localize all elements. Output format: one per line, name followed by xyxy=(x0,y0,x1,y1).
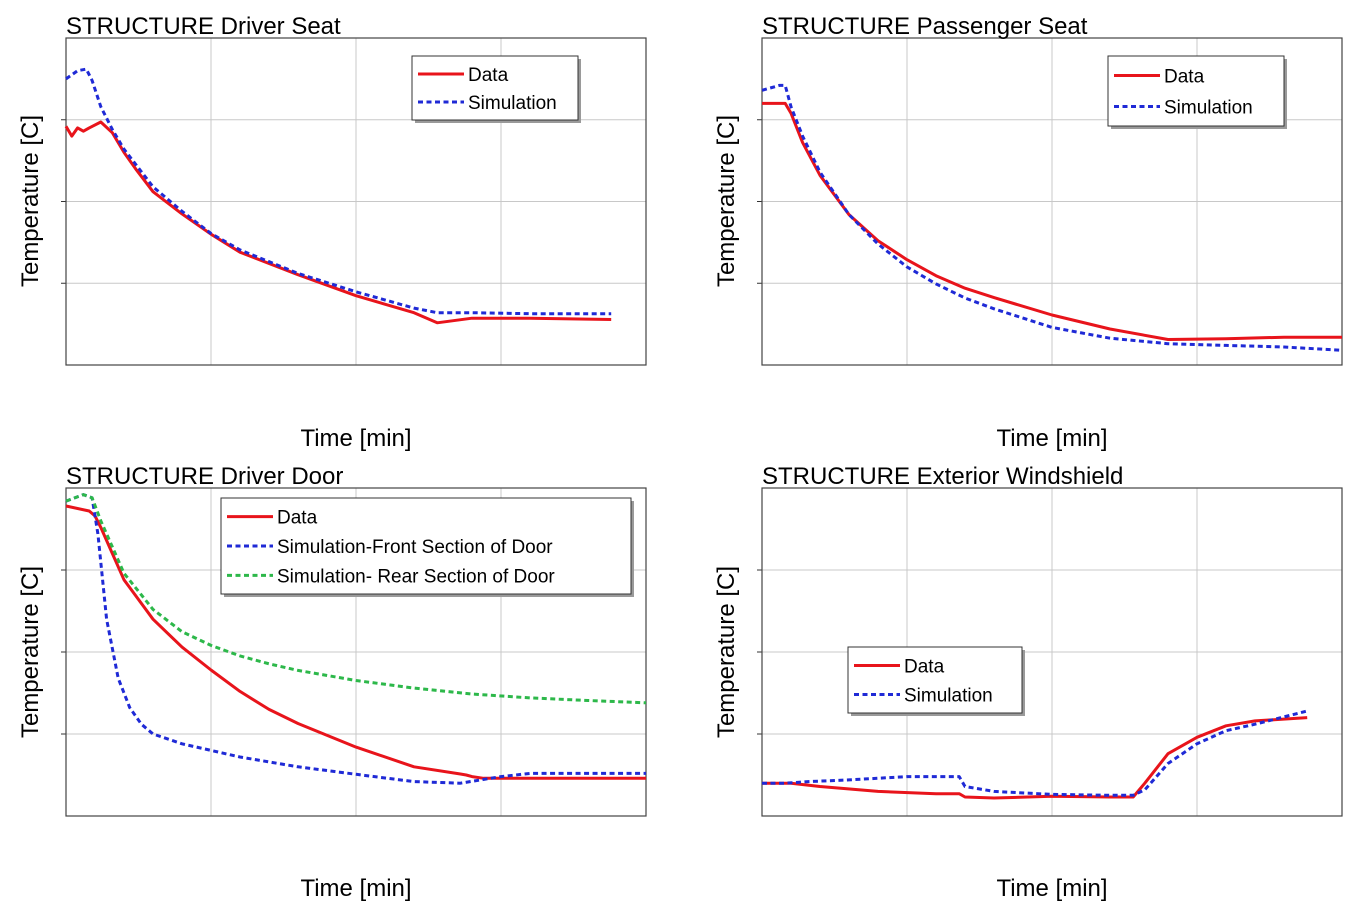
series-line-2 xyxy=(65,67,612,316)
series-line-1 xyxy=(65,504,646,780)
series-line-1 xyxy=(762,716,1308,800)
plot-frame xyxy=(761,37,1343,366)
legend: Data Simulation xyxy=(847,646,1025,716)
legend-label: Data xyxy=(468,65,509,86)
series-line-1 xyxy=(762,101,1342,341)
legend-box xyxy=(220,497,632,595)
series-line-1 xyxy=(64,120,612,325)
x-axis-label: Time [min] xyxy=(996,875,1107,902)
legend-label: Data xyxy=(904,657,945,678)
series-line-2 xyxy=(761,83,1343,352)
chart-title: STRUCTURE Driver Door xyxy=(66,463,343,490)
y-axis-label: Temperature [C] xyxy=(17,115,44,287)
y-axis-label: Temperature [C] xyxy=(713,115,740,287)
chart-panel-4: STRUCTURE Exterior Windshield Time [min] T… xyxy=(713,463,1343,902)
legend: Data Simulation xyxy=(1107,55,1287,129)
y-axis-label: Temperature [C] xyxy=(713,566,740,738)
legend-label: Simulation xyxy=(1164,98,1253,119)
chart-title: STRUCTURE Passenger Seat xyxy=(762,13,1088,40)
x-axis-label: Time [min] xyxy=(996,425,1107,452)
legend: Data Simulation xyxy=(411,55,581,123)
legend-box xyxy=(847,646,1023,714)
legend-label: Simulation- Rear Section of Door xyxy=(277,566,555,587)
series-line-3 xyxy=(65,493,647,705)
plot-frame xyxy=(65,37,647,366)
legend-label: Data xyxy=(1164,67,1205,88)
y-axis-label: Temperature [C] xyxy=(17,566,44,738)
plot-frame xyxy=(761,487,1343,817)
legend-box xyxy=(411,55,579,121)
chart-panel-3: STRUCTURE Driver Door Time [min] Temperatu… xyxy=(17,463,647,902)
legend-label: Simulation-Front Section of Door xyxy=(277,537,553,558)
x-axis-label: Time [min] xyxy=(300,875,411,902)
chart-panel-2: STRUCTURE Passenger Seat Time [min] Temper… xyxy=(713,13,1343,452)
legend-label: Data xyxy=(277,508,318,529)
series-line-2 xyxy=(65,493,646,785)
legend-label: Simulation xyxy=(904,686,993,707)
chart-panel-1: STRUCTURE Driver Seat Time [min] Temperatu… xyxy=(17,13,647,452)
series-line-2 xyxy=(762,709,1308,797)
x-axis-label: Time [min] xyxy=(300,425,411,452)
legend-box xyxy=(1107,55,1285,127)
legend: Data Simulation-Front Section of Door Simu… xyxy=(220,497,634,597)
chart-title: STRUCTURE Driver Seat xyxy=(66,13,341,40)
chart-title: STRUCTURE Exterior Windshield xyxy=(762,463,1123,490)
legend-label: Simulation xyxy=(468,93,557,114)
plot-frame xyxy=(65,487,647,817)
